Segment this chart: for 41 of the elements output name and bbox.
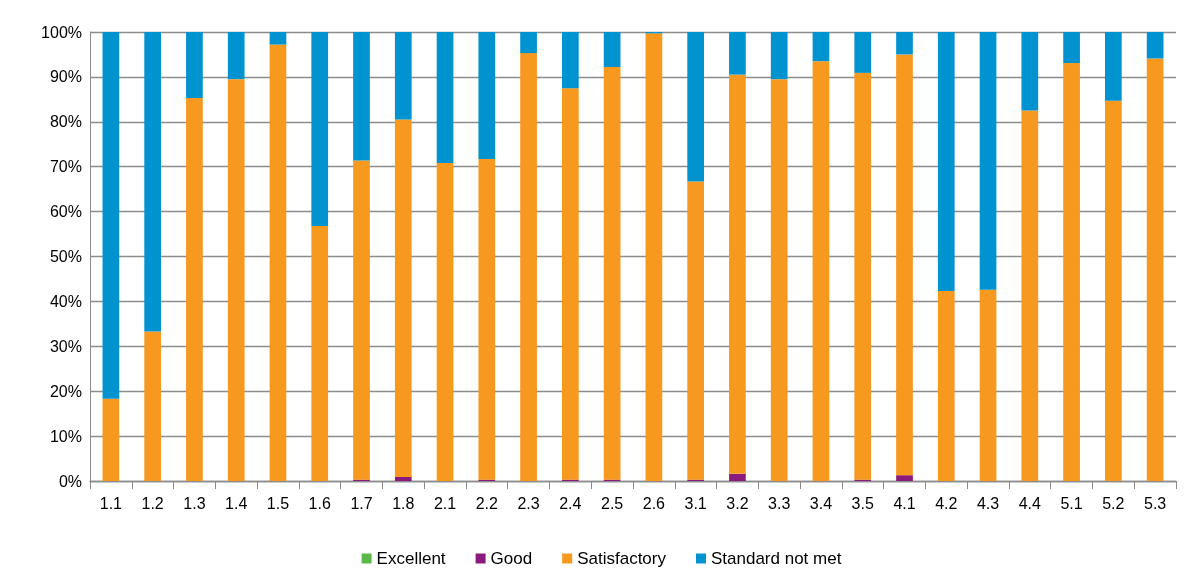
x-tick-label: 3.3	[768, 494, 791, 512]
x-tick-label: 4.2	[935, 494, 958, 512]
x-tick-label: 3.1	[684, 494, 707, 512]
y-tick-label: 30%	[49, 337, 82, 355]
y-tick-label: 50%	[49, 248, 82, 265]
x-tick-label: 5.2	[1102, 494, 1125, 512]
y-tick-label: 70%	[49, 158, 82, 176]
x-tick-label: 2.2	[475, 494, 499, 512]
x-tick-label: 4.3	[976, 494, 1000, 512]
x-tick-label: 1.5	[266, 494, 290, 512]
y-tick-label: 10%	[49, 427, 82, 445]
x-tick-label: 2.3	[517, 494, 540, 512]
x-tick-label: 1.4	[225, 494, 248, 512]
y-tick-label: 0%	[58, 472, 82, 490]
x-tick-label: 3.2	[726, 494, 749, 512]
x-tick-label: 2.4	[559, 494, 582, 512]
y-tick-label: 40%	[49, 292, 82, 310]
x-tick-label: 1.1	[99, 494, 123, 512]
legend-label: Standard not met	[710, 549, 842, 568]
x-tick-label: 1.8	[392, 494, 415, 512]
x-tick-label: 2.1	[433, 494, 457, 512]
x-tick-label: 4.1	[893, 494, 916, 512]
legend-label: Good	[490, 549, 533, 568]
y-tick-label: 100%	[41, 23, 82, 41]
y-tick-label: 90%	[49, 68, 82, 86]
x-tick-label: 2.6	[642, 494, 666, 512]
x-tick-label: 5.1	[1060, 494, 1083, 512]
x-tick-label: 1.2	[141, 494, 164, 512]
x-tick-label: 1.7	[350, 494, 373, 512]
x-tick-label: 4.4	[1018, 494, 1042, 512]
y-tick-label: 20%	[49, 382, 82, 400]
x-tick-label: 3.4	[809, 494, 833, 512]
y-tick-label: 60%	[49, 203, 82, 221]
legend-label: Satisfactory	[577, 549, 667, 568]
legend-label: Excellent	[376, 549, 446, 568]
x-tick-label: 1.3	[183, 494, 206, 512]
x-tick-label: 3.5	[851, 494, 874, 512]
x-tick-label: 2.5	[600, 494, 624, 512]
y-tick-label: 80%	[49, 113, 82, 131]
x-tick-label: 5.3	[1143, 494, 1167, 512]
x-tick-label: 1.6	[308, 494, 331, 512]
